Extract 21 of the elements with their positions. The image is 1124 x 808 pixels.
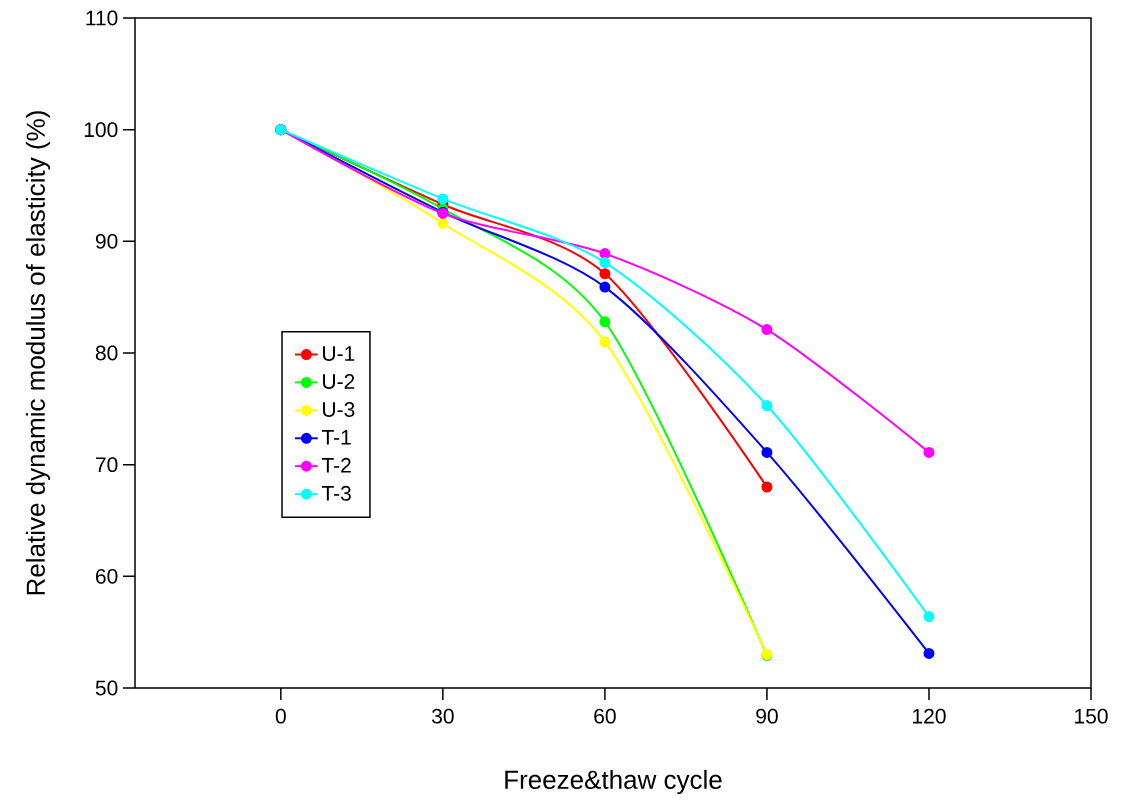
x-tick-label: 90 bbox=[756, 708, 778, 724]
x-tick-label: 120 bbox=[913, 708, 946, 724]
y-tick-label: 80 bbox=[95, 345, 118, 361]
x-tick-label: 60 bbox=[594, 708, 616, 724]
legend-label: U-1 bbox=[323, 346, 355, 361]
x-tick-label: 30 bbox=[431, 708, 454, 724]
legend-label: T-1 bbox=[321, 430, 351, 445]
y-axis-title: Relative dynamic modulus of elasticity (%) bbox=[25, 111, 51, 595]
legend-label: U-3 bbox=[323, 402, 355, 417]
legend-label: U-2 bbox=[323, 374, 355, 389]
legend-label: T-2 bbox=[321, 457, 351, 473]
legend-label: T-3 bbox=[321, 485, 351, 501]
x-axis-title: Freeze&thaw cycle bbox=[505, 769, 722, 795]
y-tick-label: 50 bbox=[95, 680, 118, 696]
x-tick-label: 0 bbox=[275, 708, 286, 724]
y-tick-label: 70 bbox=[96, 457, 118, 473]
y-tick-label: 100 bbox=[84, 122, 118, 138]
x-tick-label: 150 bbox=[1075, 708, 1108, 724]
y-tick-label: 110 bbox=[86, 10, 118, 26]
y-tick-label: 60 bbox=[96, 568, 118, 584]
y-tick-label: 90 bbox=[95, 233, 118, 249]
